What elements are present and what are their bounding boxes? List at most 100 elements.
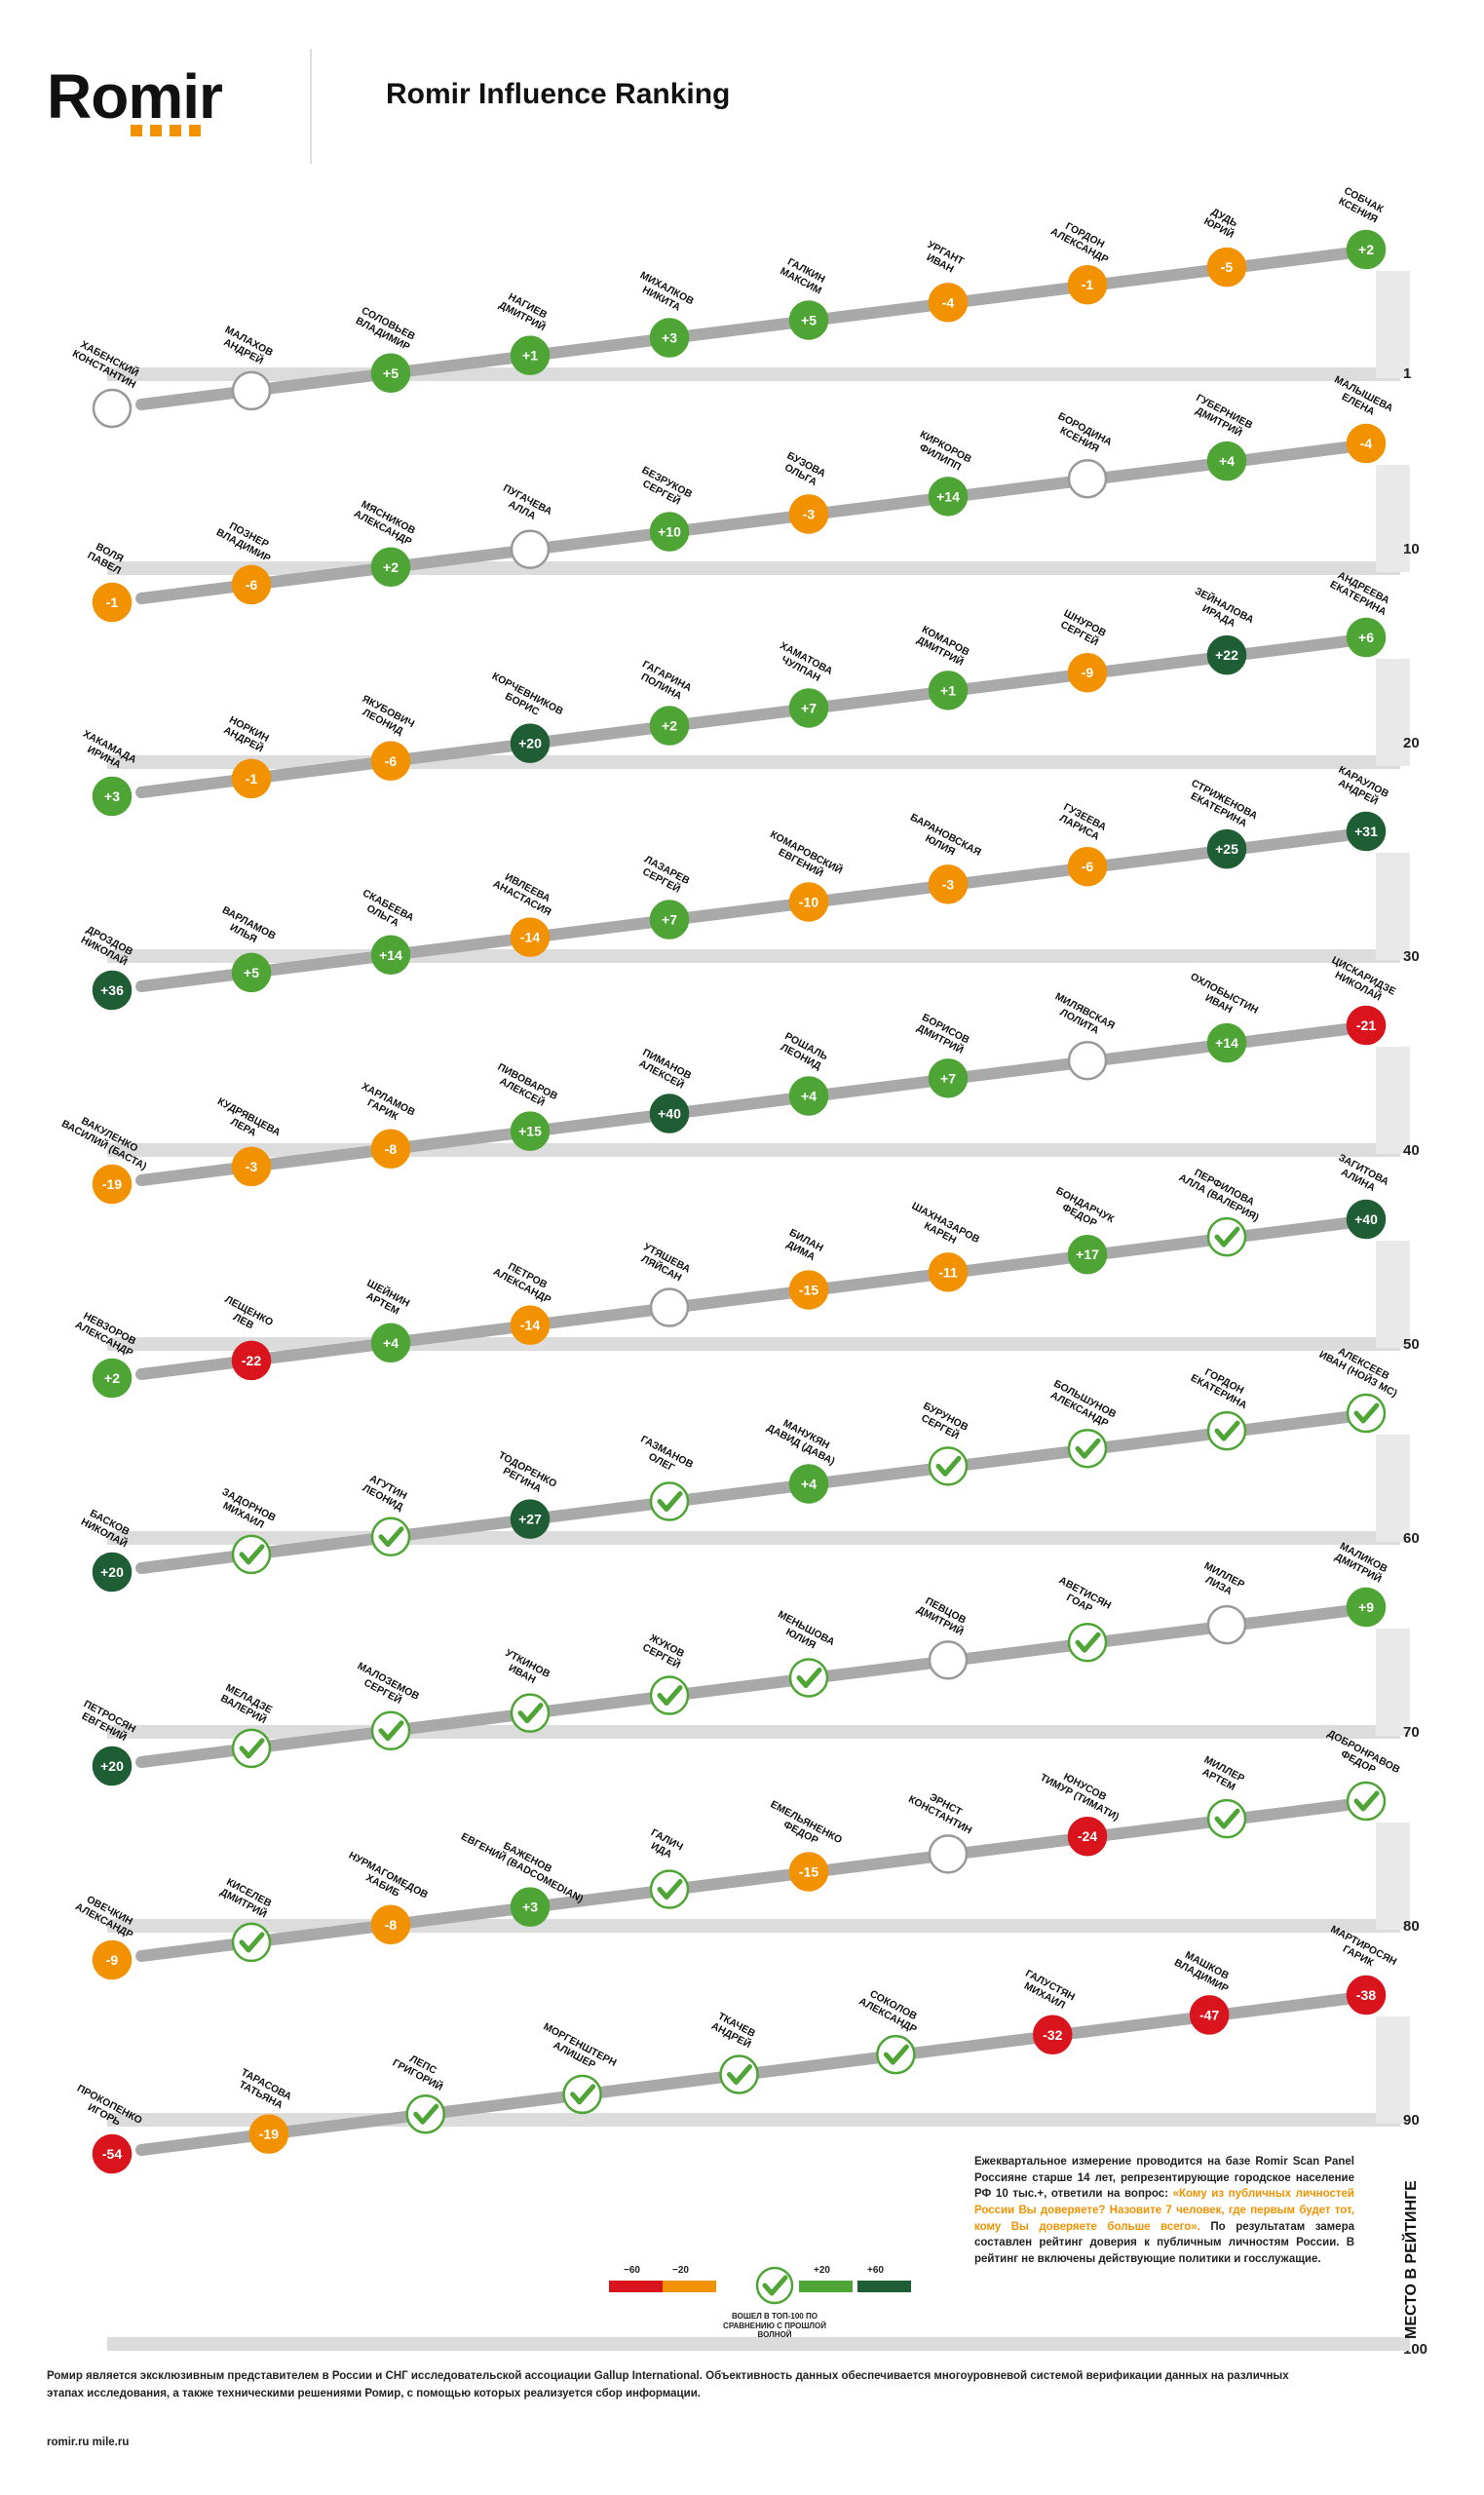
rank-marker — [1346, 811, 1387, 852]
rank-marker — [231, 1534, 272, 1575]
person-name: АГУТИНЛЕОНИД — [361, 1472, 411, 1514]
person-name: ПЕТРОВАЛЕКСАНДР — [491, 1255, 558, 1306]
rank-marker — [1346, 1781, 1387, 1822]
rank-tick: 10 — [1403, 541, 1420, 557]
change-value: -11 — [938, 1264, 958, 1280]
person-name: ГУБЕРНИЕВДМИТРИЙ — [1189, 392, 1255, 441]
change-value: -6 — [385, 753, 398, 769]
change-value: +2 — [1358, 242, 1374, 257]
person-name: ГОРДОНАЛЕКСАНДР — [1048, 215, 1116, 266]
rank-marker — [510, 917, 551, 957]
rank-marker — [92, 970, 133, 1011]
person-name: МАШКОВВЛАДИМИР — [1172, 1946, 1236, 1995]
legend-label: −20 — [672, 2265, 689, 2276]
rank-marker — [510, 723, 551, 763]
person-name: ГАЛИЧИДА — [643, 1826, 684, 1863]
person-name: РОШАЛЬЛЕОНИД — [778, 1030, 830, 1073]
rank-marker — [788, 1464, 829, 1504]
rank-marker — [1067, 846, 1108, 887]
person-name: УТКИНОВИВАН — [498, 1647, 552, 1691]
rank-marker — [1067, 1816, 1108, 1857]
rank-marker — [405, 2094, 445, 2134]
person-name: УРГАНТИВАН — [920, 239, 966, 278]
legend-bar — [799, 2281, 853, 2292]
change-value: -22 — [242, 1353, 261, 1368]
change-value: +9 — [1358, 1599, 1374, 1615]
change-value: -6 — [246, 577, 258, 593]
person-name: ВАКУЛЕНКОВАСИЛИЙ (БАСТА) — [59, 1107, 154, 1172]
change-value: -1 — [106, 595, 119, 610]
rank-marker — [1346, 617, 1387, 658]
rank-marker — [370, 1710, 411, 1751]
legend-bar — [609, 2281, 663, 2292]
change-value: +22 — [1215, 647, 1238, 663]
rank-marker — [649, 318, 690, 358]
person-name: МИХАЛКОВНИКИТА — [632, 269, 696, 318]
rank-rail — [135, 635, 1352, 798]
change-value: +20 — [100, 1564, 124, 1580]
person-name: КАРАУЛОВАНДРЕЙ — [1331, 764, 1391, 811]
rank-marker — [649, 1287, 690, 1327]
rank-marker — [510, 1499, 551, 1539]
person-name: МИЛЯВСКАЯЛОЛИТА — [1047, 990, 1117, 1042]
rank-marker — [92, 1358, 133, 1399]
rank-marker — [649, 512, 690, 552]
person-name: ПИВОВАРОВАЛЕКСЕЙ — [490, 1061, 560, 1113]
rank-marker — [248, 2114, 289, 2154]
rank-marker — [928, 1446, 969, 1486]
person-name: КИРКОРОВФИЛИПП — [912, 429, 973, 477]
rank-band-side — [1376, 271, 1410, 378]
rank-marker — [231, 952, 272, 993]
check-icon — [239, 1544, 265, 1565]
rank-tick: 20 — [1403, 735, 1420, 751]
change-value: +31 — [1354, 824, 1378, 839]
rank-tick: 70 — [1403, 1724, 1420, 1741]
check-icon — [657, 1491, 683, 1513]
check-icon — [1214, 1420, 1240, 1441]
rank-marker — [928, 1640, 969, 1680]
change-value: +7 — [940, 1070, 956, 1086]
change-value: +7 — [662, 912, 677, 928]
rank-marker — [788, 882, 829, 922]
change-value: +25 — [1215, 841, 1238, 857]
check-icon — [1075, 1438, 1101, 1459]
rank-band — [107, 2337, 1410, 2351]
rank-marker — [1067, 264, 1108, 305]
rank-marker — [1346, 1587, 1387, 1628]
rank-marker — [92, 582, 133, 623]
change-value: +17 — [1076, 1247, 1099, 1262]
check-icon — [657, 1879, 683, 1900]
change-value: +1 — [522, 348, 538, 364]
rank-marker — [788, 1852, 829, 1892]
rank-marker — [649, 1481, 690, 1521]
change-value: -3 — [803, 506, 816, 521]
rank-marker — [1346, 1005, 1387, 1046]
person-name: АНДРЕЕВАЕКАТЕРИНА — [1328, 568, 1394, 618]
rank-rail — [135, 829, 1352, 992]
rank-marker — [1067, 1234, 1108, 1275]
rank-tick: 1 — [1403, 365, 1411, 382]
check-icon — [796, 1667, 822, 1688]
person-name: ПОЗНЕРВЛАДИМИР — [214, 517, 278, 565]
person-name: ШАХНАЗАРОВКАРЕН — [904, 1200, 982, 1256]
rank-marker — [928, 1834, 969, 1874]
rank-marker — [370, 1516, 411, 1557]
person-name: ХАБЕНСКИЙКОНСТАНТИН — [70, 336, 143, 391]
check-icon — [1353, 1790, 1380, 1812]
person-name: ПЕРФИЛОВААЛЛА (ВАЛЕРИЯ) — [1177, 1162, 1267, 1224]
rank-marker — [876, 2034, 916, 2075]
rank-marker — [231, 370, 272, 411]
person-name: МАЛАХОВАНДРЕЙ — [217, 324, 275, 369]
change-value: -1 — [1082, 277, 1094, 292]
change-value: -19 — [259, 2127, 279, 2142]
rank-marker — [1206, 1022, 1247, 1063]
rank-rail — [135, 248, 1352, 410]
check-icon — [883, 2044, 909, 2065]
change-value: +20 — [518, 736, 542, 751]
rank-marker — [1206, 247, 1247, 288]
change-value: -3 — [246, 1159, 258, 1174]
rank-marker — [370, 1323, 411, 1363]
person-name: МАЛЫШЕВАЕЛЕНА — [1327, 373, 1395, 425]
person-name: МИЛЛЕРЛИЗА — [1197, 1560, 1246, 1601]
change-value: -14 — [520, 930, 540, 945]
